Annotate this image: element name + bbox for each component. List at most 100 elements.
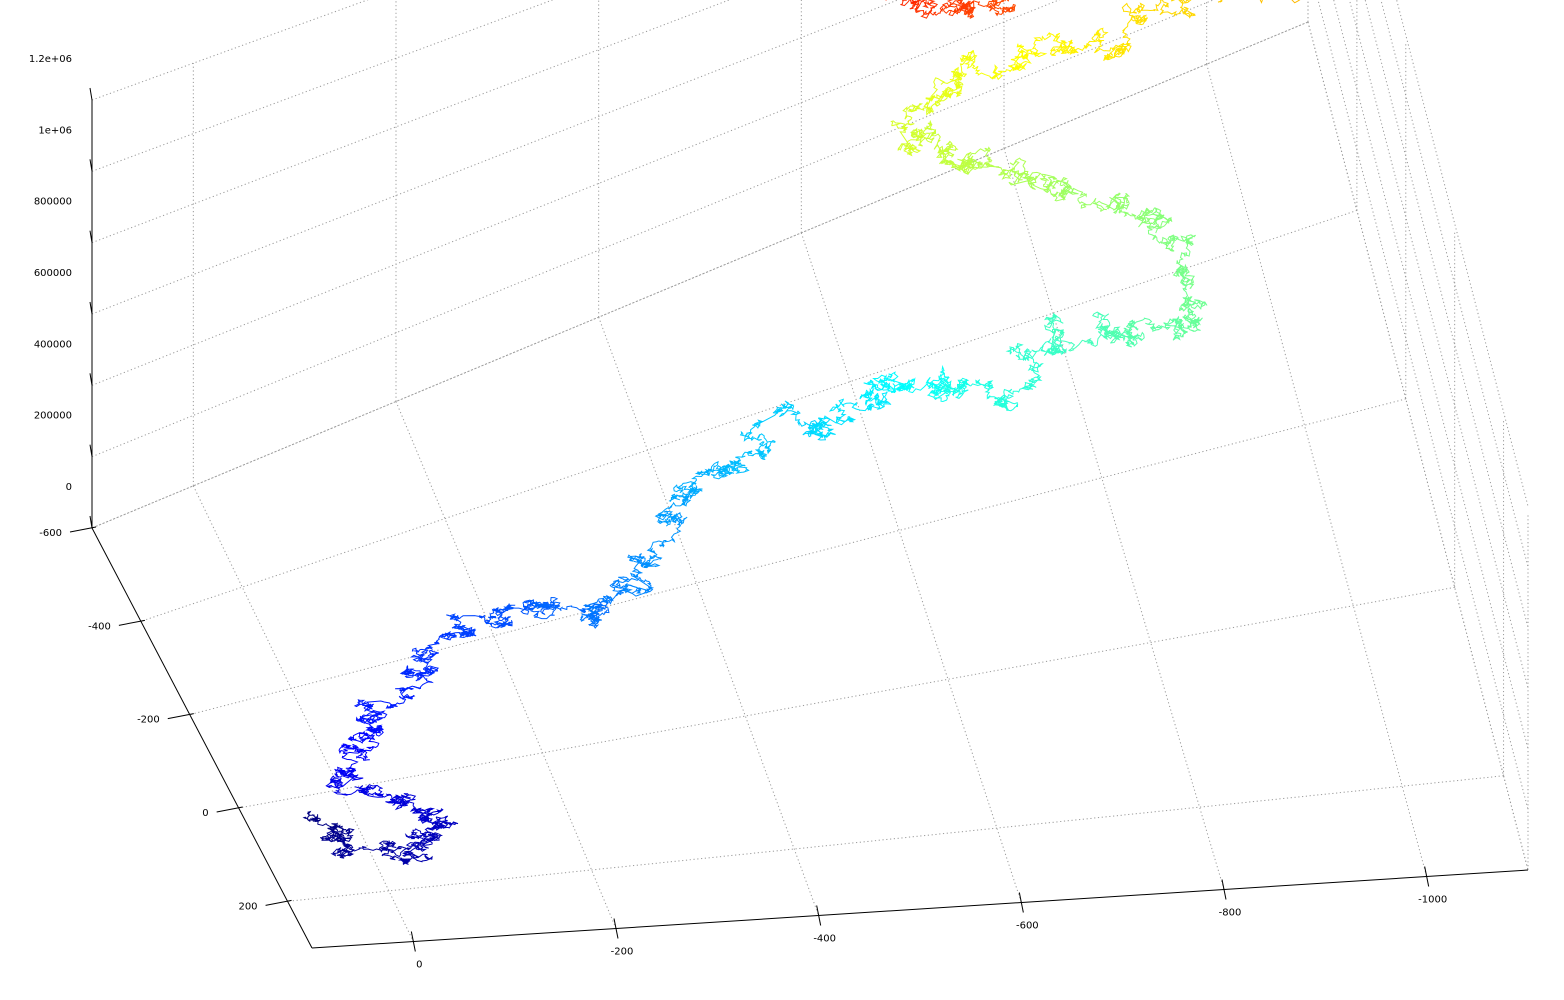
series-segment — [409, 647, 433, 664]
series-segment — [909, 127, 928, 147]
series-segment — [629, 553, 646, 578]
series-segment — [828, 398, 875, 413]
series-segment — [730, 456, 750, 474]
series-segment — [1144, 207, 1173, 230]
series-segment — [1083, 27, 1109, 51]
series-segment — [1046, 329, 1067, 355]
series-segment — [485, 608, 511, 628]
grid-line-x — [1206, 64, 1428, 877]
z-tick — [89, 444, 93, 457]
series-segment — [534, 596, 561, 620]
series-segment — [325, 830, 352, 851]
series-segment — [654, 510, 680, 524]
series-segment — [835, 407, 857, 426]
series-segment — [399, 857, 413, 866]
tick-labels: 0 -200 -400 -600 -800 -1000 -600 -400 -200 0 200 0 2… — [29, 54, 1447, 971]
x-tick-label: 0 — [416, 960, 422, 971]
series-segment — [926, 385, 952, 403]
series-segment — [353, 699, 396, 709]
series-segment — [580, 612, 602, 625]
z-tick — [89, 159, 93, 172]
series-segment — [970, 379, 998, 400]
series-segment — [1033, 32, 1068, 53]
series-segment — [1123, 319, 1139, 339]
series-segment — [959, 53, 986, 76]
x-tick — [410, 931, 416, 952]
series-segment — [333, 773, 364, 789]
series-segment — [325, 775, 343, 789]
series-segment — [988, 0, 1011, 17]
series-segment — [1046, 188, 1067, 202]
series-segment — [528, 599, 544, 618]
x-axis-line — [311, 869, 1529, 949]
grid-line-x — [192, 485, 414, 942]
series-segment — [1147, 229, 1175, 252]
series-segment — [961, 157, 995, 175]
x-tick — [1424, 866, 1430, 887]
series-segment — [973, 160, 1014, 180]
series-segment — [1125, 331, 1145, 342]
series-segment — [747, 406, 787, 434]
series-segment — [688, 463, 715, 488]
z-tick — [89, 515, 93, 529]
series-segment — [438, 630, 468, 641]
series-segment — [621, 575, 655, 597]
series-segment — [872, 371, 899, 394]
series-segment — [1113, 202, 1151, 220]
grid-line-side-z — [1380, 0, 1529, 567]
series-segment — [334, 766, 356, 777]
series-segment — [955, 377, 970, 399]
series-segment — [915, 119, 937, 144]
grid-line-wall-z — [91, 0, 1061, 386]
series-segment — [1043, 312, 1064, 331]
grid-line-side-z — [1307, 21, 1529, 871]
z-tick-label: 0 — [66, 482, 72, 493]
series-segment — [339, 748, 363, 775]
series-segment — [539, 602, 592, 614]
series-segment — [914, 0, 939, 15]
y-tick-label: -200 — [137, 715, 160, 726]
series-segment — [673, 481, 703, 495]
series-segment — [1217, 0, 1223, 3]
series-segment — [950, 0, 969, 12]
series-segment — [1049, 328, 1076, 349]
y-tick — [167, 713, 194, 720]
z-tick-label: 600000 — [34, 268, 72, 279]
series-segment — [395, 677, 434, 694]
series-segment — [579, 598, 600, 622]
series-segment — [1153, 0, 1191, 17]
grid-line-side-z — [1348, 0, 1529, 689]
series-segment — [399, 665, 416, 677]
series-segment — [936, 140, 955, 159]
series-segment — [329, 822, 347, 838]
series-segment — [890, 120, 922, 154]
series-segment — [412, 805, 436, 815]
random-walk-series — [302, 0, 1301, 866]
z-tick-label: 200000 — [34, 411, 72, 422]
grid-line-side-z — [1364, 0, 1529, 628]
y-axis-line — [91, 527, 313, 949]
y-tick — [216, 806, 243, 813]
grid-line-x — [800, 232, 1022, 903]
series-segment — [930, 86, 954, 101]
series-segment — [1170, 0, 1197, 19]
series-segment — [404, 828, 431, 840]
series-segment — [1179, 281, 1193, 312]
grid-line-y — [238, 586, 1455, 809]
grid-line-wall-z — [91, 0, 1215, 458]
series-segment — [1182, 301, 1197, 330]
grid-line-y — [287, 775, 1504, 902]
series-segment — [405, 833, 444, 849]
grid-line-side-z — [1333, 0, 1529, 749]
series-segment — [947, 151, 974, 174]
series-segment — [1008, 165, 1042, 186]
series-segment — [900, 0, 915, 7]
x-tick-label: -600 — [1016, 921, 1039, 932]
grid-line-side-z — [1317, 0, 1529, 810]
x-tick-label: -800 — [1219, 908, 1242, 919]
grid-line-wall-z — [91, 21, 1309, 529]
series-segment — [993, 396, 1009, 408]
series-segment — [907, 95, 934, 116]
y-tick-label: 0 — [202, 808, 208, 819]
series-segment — [1172, 263, 1195, 289]
